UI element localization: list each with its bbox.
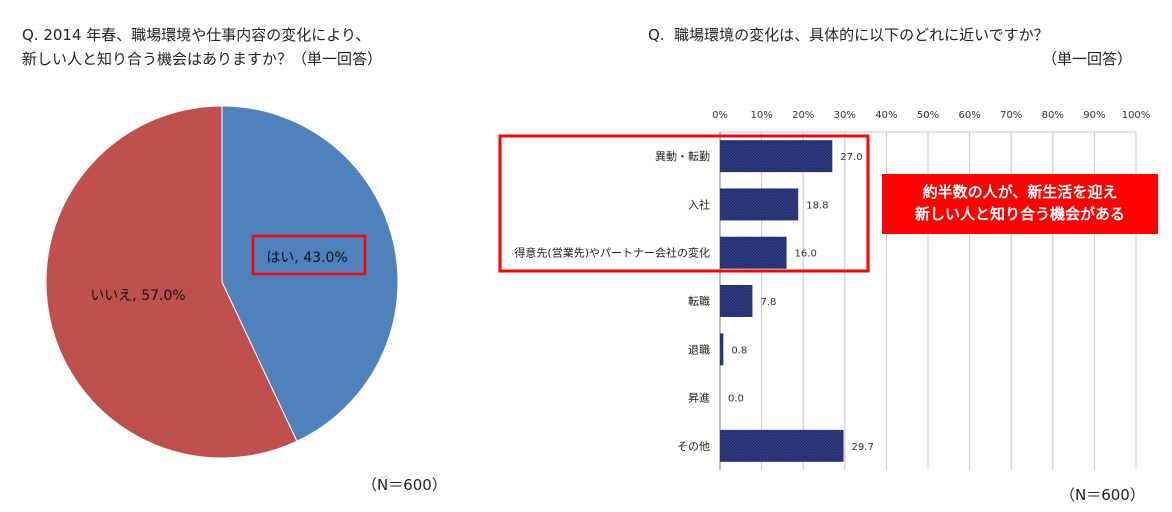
data-label: 29.7 (852, 442, 874, 453)
category-label: 退職 (688, 343, 710, 356)
bar (720, 236, 787, 269)
left-question-line2: 新しい人と知り合う機会はありますか？（単一回答） (22, 50, 383, 68)
highlight-box (498, 134, 870, 273)
data-label: 27.0 (840, 152, 862, 163)
data-label: 0.8 (731, 345, 747, 356)
right-question-line1: Q. 職場環境の変化は、具体的に以下のどれに近いですか？ (648, 26, 1049, 44)
x-tick-label: 80% (1042, 110, 1064, 121)
category-label: 転職 (688, 295, 710, 308)
x-tick-label: 70% (1000, 110, 1022, 121)
category-label: 得意先(営業先)やパートナー会社の変化 (514, 246, 710, 260)
x-tick-label: 0% (712, 110, 728, 121)
data-label: 0.0 (728, 394, 744, 405)
pie-label-no: いいえ, 57.0% (90, 288, 185, 304)
category-label: その他 (677, 440, 710, 453)
category-label: 昇進 (688, 392, 710, 405)
callout-line1: 約半数の人が、新生活を迎え (922, 183, 1118, 201)
bar (720, 140, 833, 173)
data-label: 7.8 (760, 297, 776, 308)
bar (720, 188, 799, 221)
data-label: 18.8 (806, 200, 828, 211)
x-tick-label: 10% (750, 110, 772, 121)
x-tick-label: 30% (834, 110, 856, 121)
left-question-line1: Q. 2014 年春、職場環境や仕事内容の変化により、 (22, 26, 371, 44)
bar (720, 333, 724, 366)
bar (720, 285, 753, 317)
data-label: 16.0 (795, 249, 817, 260)
x-tick-label: 90% (1083, 110, 1105, 121)
x-tick-label: 40% (875, 110, 897, 121)
pie-chart: はい, 43.0% いいえ, 57.0% (45, 105, 399, 459)
left-sample-size: （N＝600） (362, 476, 447, 494)
highlight-callout: 約半数の人が、新生活を迎え 新しい人と知り合う機会がある (882, 174, 1158, 234)
category-label: 入社 (688, 197, 710, 211)
bar (720, 429, 844, 462)
x-tick-label: 60% (958, 110, 980, 121)
pie-label-yes: はい, 43.0% (266, 250, 347, 266)
pie-slice-no (45, 105, 298, 459)
pie-label-yes-highlight (251, 234, 367, 276)
bar-chart: 0% 10% 20% 30% 40% 50% 60% 70% 80% 90% 100% 異動・転勤 27… (498, 110, 1151, 470)
right-sample-size: （N＝600） (1060, 486, 1145, 504)
x-tick-label: 50% (917, 110, 939, 121)
category-label: 異動・転勤 (655, 149, 710, 163)
callout-line2: 新しい人と知り合う機会がある (914, 205, 1125, 223)
x-tick-label: 100% (1122, 110, 1151, 121)
right-question-line2: （単一回答） (1041, 50, 1132, 68)
x-tick-label: 20% (792, 110, 814, 121)
